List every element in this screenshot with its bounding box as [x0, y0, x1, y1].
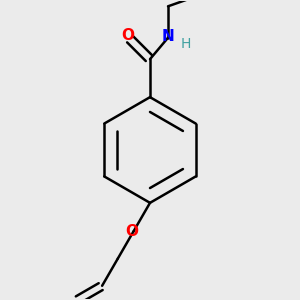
Text: O: O [121, 28, 134, 43]
Text: O: O [125, 224, 138, 239]
Text: H: H [181, 37, 191, 51]
Text: N: N [162, 28, 174, 44]
